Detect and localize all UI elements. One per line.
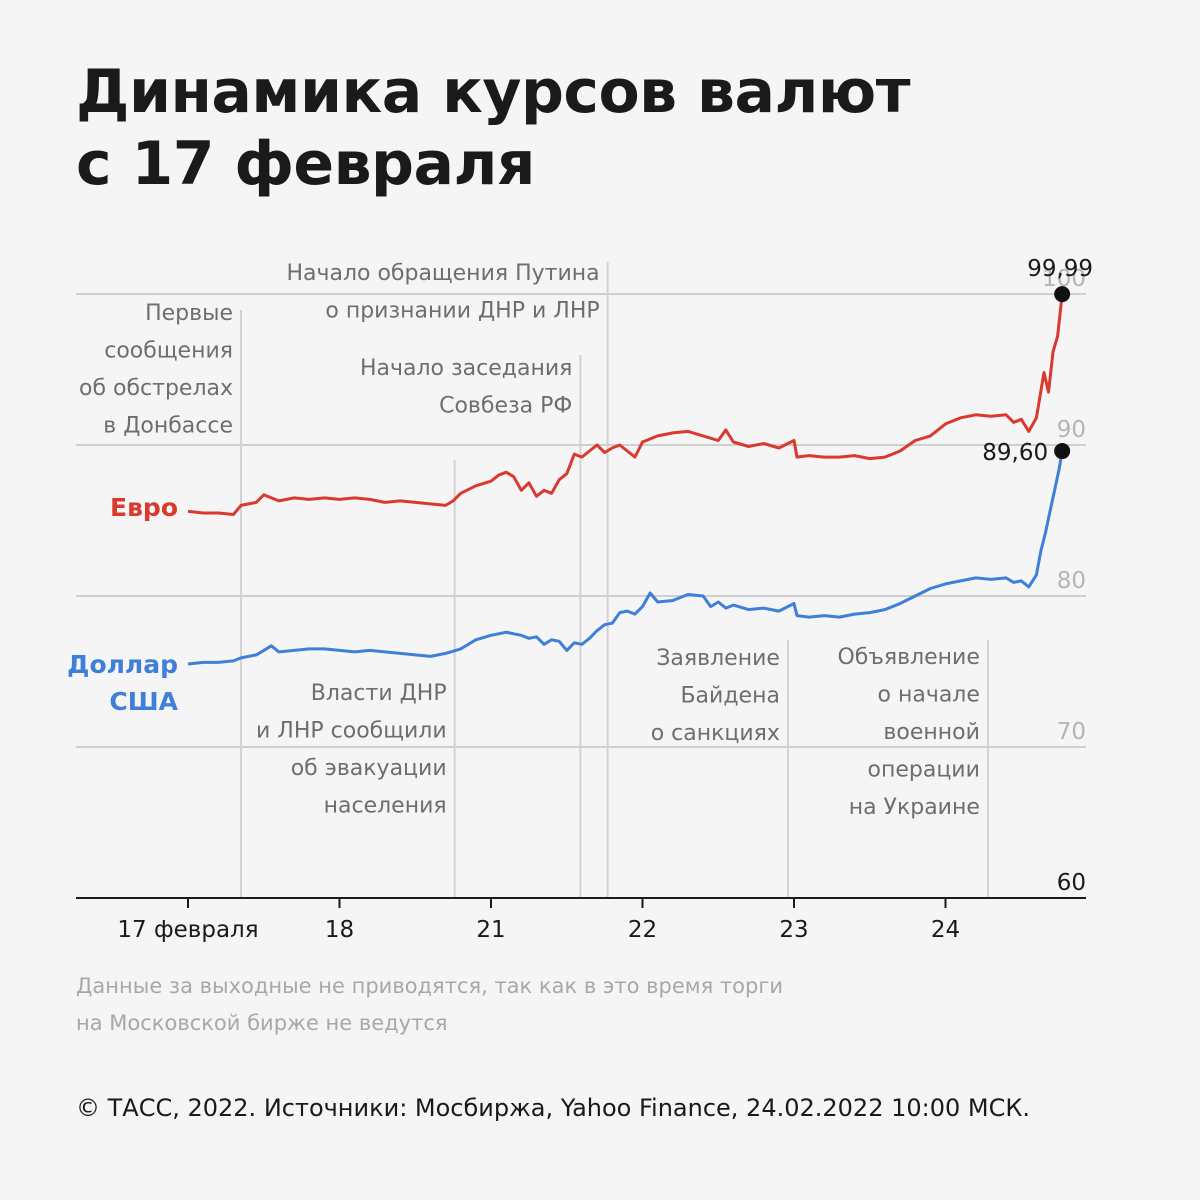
xtick-label-2: 18 [325,917,354,943]
ytick-label-70: 70 [1057,719,1086,745]
event-label-6-line-1: Объявление [837,645,979,670]
ytick-label-90: 90 [1057,417,1086,443]
event-label-3: Начало заседания Совбеза РФ [360,356,572,419]
event-label-2: Власти ДНР и ЛНР сообщили об эвакуации насе… [256,681,447,819]
event-labels: Первые сообщения об обстрелах в Донбассе Вла… [79,261,980,820]
event-label-1-line-4: в Донбассе [103,414,233,439]
series-end-label-1: 99,99 [1027,256,1093,282]
event-label-6-line-5: на Украине [849,795,980,820]
event-label-2-line-2: и ЛНР сообщили [256,719,447,744]
event-label-1-line-1: Первые [145,301,233,326]
event-label-1-line-2: сообщения [104,339,233,364]
ytick-label-60: 60 [1057,870,1086,896]
ytick-label-80: 80 [1057,568,1086,594]
event-label-5-line-1: Заявление [656,646,780,671]
series: Евро 99,99 Доллар США 89,60 [67,256,1093,716]
series-name-1: Евро [110,493,178,522]
footnote-line-2: на Московской бирже не ведутся [76,1011,448,1035]
xtick-label-1: 17 февраля [117,917,258,943]
xtick-label-5: 23 [779,917,808,943]
xtick-label-3: 21 [476,917,505,943]
event-label-6-line-4: операции [868,758,980,783]
event-label-5-line-3: о санкциях [651,721,780,746]
event-label-4-line-1: Начало обращения Путина [286,261,599,286]
footnote-line-1: Данные за выходные не приводятся, так ка… [76,974,784,998]
event-label-2-line-3: об эвакуации [291,756,447,781]
event-label-6-line-3: военной [883,720,980,745]
series-name-1-line-1: Евро [110,493,178,522]
event-label-4-line-2: о признании ДНР и ЛНР [325,299,599,324]
series-end-label-2: 89,60 [982,440,1048,466]
event-label-5-line-2: Байдена [680,684,779,709]
series-line-2 [187,450,1064,666]
event-lines [240,262,989,898]
xtick-label-6: 24 [931,917,960,943]
series-name-2-line-2: США [109,687,178,716]
series-line-1 [187,294,1064,516]
event-label-6: Объявление о начале военной операции на Укра… [837,645,979,820]
event-label-2-line-1: Власти ДНР [311,681,447,706]
series-end-dot-2 [1054,443,1071,460]
event-label-3-line-1: Начало заседания [360,356,572,381]
series-name-2: Доллар США [67,650,178,716]
chart-title-line-1: Динамика курсов валют [76,57,911,127]
event-label-2-line-4: населения [324,794,447,819]
series-end-dot-1 [1054,286,1071,303]
event-label-3-line-2: Совбеза РФ [439,394,572,419]
event-label-6-line-2: о начале [878,683,980,708]
event-label-4: Начало обращения Путина о признании ДНР и… [286,261,599,324]
footnote: Данные за выходные не приводятся, так ка… [76,968,783,1042]
event-label-1: Первые сообщения об обстрелах в Донбассе [79,301,233,439]
source-credit: © ТАСС, 2022. Источники: Мосбиржа, Yahoo… [76,1094,1031,1122]
event-label-1-line-3: об обстрелах [79,376,233,401]
xtick-label-4: 22 [628,917,657,943]
event-label-5: Заявление Байдена о санкциях [651,646,780,746]
x-axis: 17 февраля 18 21 22 23 24 [76,897,1086,943]
chart-title-line-2: с 17 февраля [76,129,535,199]
chart-title: Динамика курсов валют с 17 февраля [76,56,911,200]
series-name-2-line-1: Доллар [67,650,178,679]
